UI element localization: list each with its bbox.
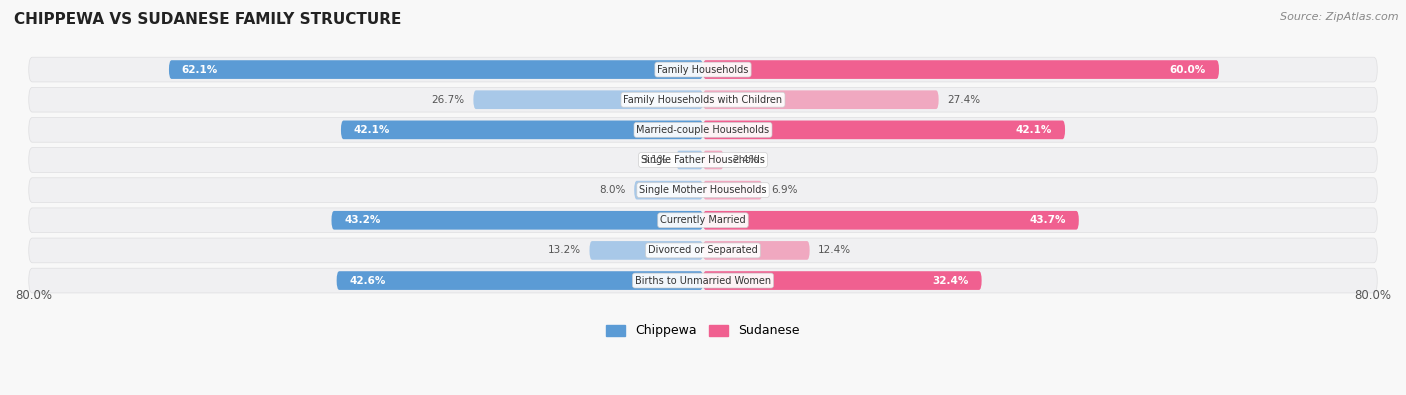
FancyBboxPatch shape xyxy=(703,241,810,260)
FancyBboxPatch shape xyxy=(703,211,1078,229)
FancyBboxPatch shape xyxy=(703,271,981,290)
FancyBboxPatch shape xyxy=(28,178,1378,203)
Text: Source: ZipAtlas.com: Source: ZipAtlas.com xyxy=(1281,12,1399,22)
FancyBboxPatch shape xyxy=(634,181,703,199)
FancyBboxPatch shape xyxy=(340,120,703,139)
FancyBboxPatch shape xyxy=(703,60,1219,79)
FancyBboxPatch shape xyxy=(703,181,762,199)
Text: 27.4%: 27.4% xyxy=(948,95,980,105)
FancyBboxPatch shape xyxy=(28,268,1378,293)
FancyBboxPatch shape xyxy=(28,117,1378,142)
Legend: Chippewa, Sudanese: Chippewa, Sudanese xyxy=(602,320,804,342)
Text: 60.0%: 60.0% xyxy=(1170,64,1206,75)
Text: Divorced or Separated: Divorced or Separated xyxy=(648,245,758,256)
Text: Currently Married: Currently Married xyxy=(661,215,745,225)
Text: 62.1%: 62.1% xyxy=(181,64,218,75)
FancyBboxPatch shape xyxy=(336,271,703,290)
Text: Married-couple Households: Married-couple Households xyxy=(637,125,769,135)
Text: 42.6%: 42.6% xyxy=(350,276,385,286)
Text: 43.2%: 43.2% xyxy=(344,215,381,225)
Text: Single Mother Households: Single Mother Households xyxy=(640,185,766,195)
FancyBboxPatch shape xyxy=(28,148,1378,172)
Text: 2.4%: 2.4% xyxy=(733,155,759,165)
Text: 80.0%: 80.0% xyxy=(15,289,52,302)
FancyBboxPatch shape xyxy=(676,150,703,169)
Text: 32.4%: 32.4% xyxy=(932,276,969,286)
Text: 42.1%: 42.1% xyxy=(354,125,391,135)
Text: 13.2%: 13.2% xyxy=(548,245,581,256)
FancyBboxPatch shape xyxy=(703,120,1066,139)
FancyBboxPatch shape xyxy=(703,150,724,169)
Text: 6.9%: 6.9% xyxy=(770,185,797,195)
Text: CHIPPEWA VS SUDANESE FAMILY STRUCTURE: CHIPPEWA VS SUDANESE FAMILY STRUCTURE xyxy=(14,12,402,27)
Text: 42.1%: 42.1% xyxy=(1015,125,1052,135)
FancyBboxPatch shape xyxy=(474,90,703,109)
FancyBboxPatch shape xyxy=(28,208,1378,233)
FancyBboxPatch shape xyxy=(589,241,703,260)
Text: 8.0%: 8.0% xyxy=(599,185,626,195)
FancyBboxPatch shape xyxy=(332,211,703,229)
Text: 80.0%: 80.0% xyxy=(1354,289,1391,302)
Text: Family Households with Children: Family Households with Children xyxy=(623,95,783,105)
Text: Births to Unmarried Women: Births to Unmarried Women xyxy=(636,276,770,286)
Text: Single Father Households: Single Father Households xyxy=(641,155,765,165)
Text: 3.1%: 3.1% xyxy=(641,155,668,165)
Text: 26.7%: 26.7% xyxy=(432,95,465,105)
Text: Family Households: Family Households xyxy=(658,64,748,75)
FancyBboxPatch shape xyxy=(28,57,1378,82)
FancyBboxPatch shape xyxy=(703,90,939,109)
FancyBboxPatch shape xyxy=(28,238,1378,263)
FancyBboxPatch shape xyxy=(28,87,1378,112)
Text: 12.4%: 12.4% xyxy=(818,245,852,256)
FancyBboxPatch shape xyxy=(169,60,703,79)
Text: 43.7%: 43.7% xyxy=(1029,215,1066,225)
